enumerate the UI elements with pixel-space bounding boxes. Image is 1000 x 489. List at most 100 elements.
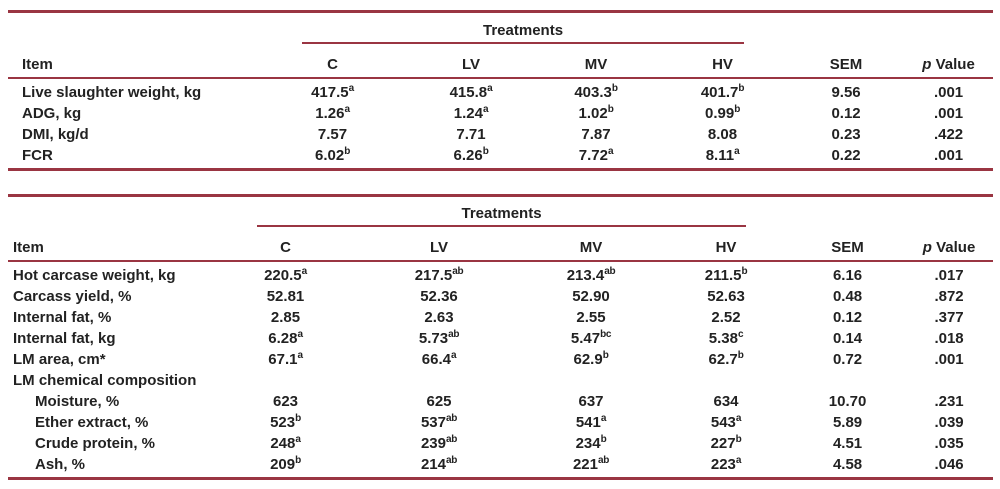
data-cell: .001: [933, 104, 964, 122]
row-label: Hot carcase weight, kg: [13, 267, 176, 284]
data-cell: 0.99b: [705, 103, 741, 122]
data-cell: 2.55: [576, 309, 606, 326]
spanner-blank-cell: [8, 195, 213, 227]
data-cell: 401.7b: [700, 82, 745, 101]
significance-superscript: bc: [600, 329, 612, 340]
significance-superscript: ab: [597, 455, 610, 466]
data-cell: [662, 370, 790, 391]
data-cell: 62.7b: [708, 350, 744, 369]
p-italic: p: [922, 239, 932, 256]
data-cell: .046: [934, 456, 964, 473]
table-row: DMI, kg/d 7.57 7.71 7.87 8.08 0.23 .422: [8, 124, 993, 145]
column-header-p-value: p Value: [905, 227, 994, 262]
data-cell: 7.72a: [578, 145, 614, 164]
column-header-p-value: p Value: [904, 43, 994, 79]
spanner-blank-cell: [8, 12, 258, 44]
data-cell: 2.85: [270, 309, 301, 326]
significance-superscript: a: [735, 455, 742, 466]
data-cell: 6.28a: [268, 329, 303, 348]
column-header-c: C: [213, 227, 358, 262]
table-row: Ether extract, % 523b 537ab 541a 543a 5.89 .03…: [8, 412, 993, 433]
significance-superscript: a: [734, 145, 740, 157]
p-value-rest: Value: [931, 55, 975, 73]
data-cell: 623: [272, 393, 299, 410]
row-label: LM area, cm*: [13, 351, 106, 368]
treatments-spanner-label: Treatments: [257, 205, 747, 227]
data-cell: 537ab: [420, 413, 458, 432]
data-cell: 0.72: [832, 351, 863, 368]
data-cell: 223a: [710, 455, 742, 474]
significance-superscript: a: [487, 82, 493, 94]
table-row: Internal fat, kg 6.28a 5.73ab 5.47bc 5.38c 0.…: [8, 328, 993, 349]
data-cell: 52.63: [707, 288, 745, 305]
spanner-blank-cell: [790, 195, 993, 227]
significance-superscript: b: [295, 413, 301, 424]
section-header-row: LM chemical composition: [8, 370, 993, 391]
significance-superscript: b: [738, 82, 745, 94]
column-header-mv: MV: [520, 227, 662, 262]
significance-superscript: ab: [448, 329, 460, 340]
column-header-row: Item C LV MV HV SEM p Value: [8, 43, 994, 79]
data-cell: .035: [934, 435, 964, 452]
data-cell: 637: [578, 393, 604, 410]
treatments-spanner-label: Treatments: [302, 22, 745, 44]
data-cell: 543a: [710, 413, 742, 432]
table-row: LM area, cm* 67.1a 66.4a 62.9b 62.7b 0.72 .001: [8, 349, 993, 370]
data-cell: 10.70: [828, 393, 867, 410]
data-cell: [213, 370, 358, 391]
data-cell: 234b: [575, 434, 607, 453]
data-cell: 2.63: [424, 309, 454, 326]
data-cell: .017: [934, 267, 964, 284]
data-cell: 211.5b: [704, 266, 748, 285]
data-cell: 6.02b: [314, 145, 350, 164]
significance-superscript: a: [301, 266, 308, 277]
column-header-item: Item: [8, 43, 258, 79]
data-cell: 0.12: [832, 309, 863, 326]
data-cell: .422: [933, 125, 964, 143]
table-row: Internal fat, % 2.85 2.63 2.55 2.52 0.12 .377: [8, 307, 993, 328]
data-cell: 6.16: [832, 267, 863, 284]
column-header-sem: SEM: [788, 43, 905, 79]
row-label: Ash, %: [35, 456, 86, 473]
data-cell: 52.81: [266, 288, 305, 305]
significance-superscript: ab: [445, 434, 458, 445]
data-cell: .377: [934, 309, 964, 326]
data-cell: 634: [713, 393, 739, 410]
significance-superscript: b: [600, 434, 607, 445]
data-cell: 1.02b: [578, 103, 614, 122]
data-cell: 4.51: [832, 435, 863, 452]
column-header-item: Item: [8, 227, 213, 262]
data-cell: .231: [934, 393, 964, 410]
significance-superscript: a: [344, 103, 350, 115]
data-cell: .001: [934, 351, 964, 368]
data-cell: [790, 370, 905, 391]
data-cell: 415.8a: [449, 82, 493, 101]
data-cell: 5.47bc: [570, 329, 612, 348]
data-cell: 403.3b: [574, 82, 618, 101]
row-label: Crude protein, %: [35, 435, 156, 452]
data-cell: 1.26a: [315, 103, 350, 122]
significance-superscript: ab: [452, 266, 464, 277]
data-cell: 1.24a: [453, 103, 489, 122]
table-row: Ash, % 209b 214ab 221ab 223a 4.58 .046: [8, 454, 993, 479]
spanner-cell: Treatments: [258, 12, 788, 44]
significance-superscript: a: [607, 145, 614, 157]
data-cell: 248a: [270, 434, 301, 453]
data-cell: [905, 370, 993, 391]
data-cell: 4.58: [832, 456, 863, 473]
spanner-row: Treatments: [8, 195, 993, 227]
significance-superscript: b: [737, 350, 744, 361]
significance-superscript: c: [737, 329, 744, 340]
table-row: Live slaughter weight, kg 417.5a 415.8a 403…: [8, 78, 993, 103]
data-cell: 66.4a: [421, 350, 457, 369]
column-header-row: Item C LV MV HV SEM p Value: [8, 227, 994, 262]
data-cell: [358, 370, 520, 391]
data-cell: .872: [934, 288, 964, 305]
data-cell: .018: [934, 330, 964, 347]
table-row: Crude protein, % 248a 239ab 234b 227b 4.51 .03…: [8, 433, 993, 454]
row-label: FCR: [22, 146, 53, 164]
significance-superscript: a: [482, 103, 489, 115]
row-label: LM chemical composition: [13, 372, 197, 389]
data-cell: 52.36: [420, 288, 458, 305]
data-cell: .001: [933, 146, 964, 164]
